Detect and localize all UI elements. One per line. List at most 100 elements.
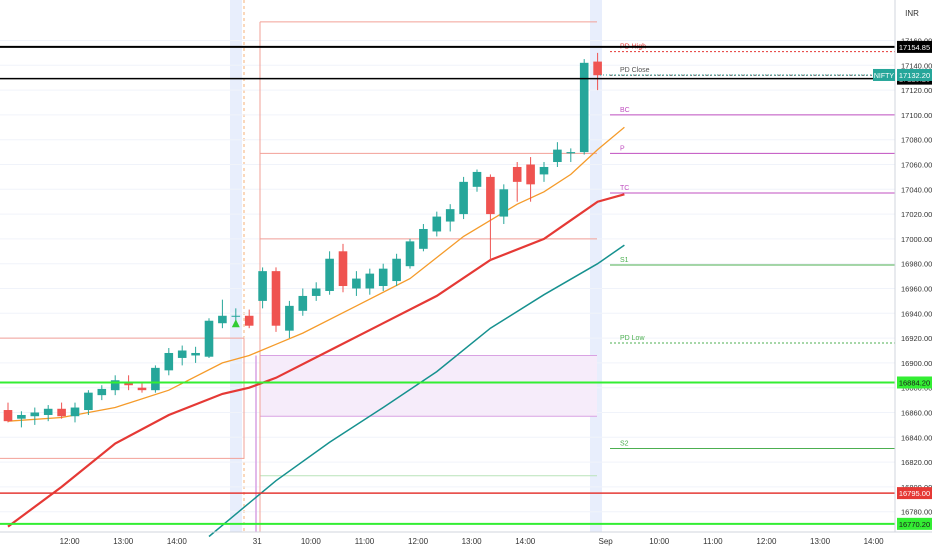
pivot-level-label: P (620, 145, 625, 152)
candle-body[interactable] (3, 410, 13, 422)
time-axis[interactable]: 12:00 13:00 14:00 31 10:00 11:00 12:00 13:00 14:… (60, 537, 885, 546)
candle-body[interactable] (311, 288, 321, 296)
x-tick-label: 13:00 (462, 537, 483, 546)
session-bands (230, 0, 602, 532)
candle-body[interactable] (84, 392, 93, 411)
candle-body[interactable] (204, 320, 214, 357)
candle-body[interactable] (137, 387, 147, 391)
candle-body[interactable] (512, 166, 522, 182)
candle-body[interactable] (338, 251, 348, 287)
candle-body[interactable] (566, 152, 576, 154)
y-tick-label: 16820.00 (901, 458, 932, 467)
x-tick-label: 14:00 (167, 537, 188, 546)
y-tick-label: 16860.00 (901, 409, 932, 418)
y-tick-label: 16780.00 (901, 508, 932, 517)
candle-body[interactable] (218, 315, 227, 324)
candles[interactable] (3, 52, 602, 428)
candle-body[interactable] (124, 382, 133, 386)
y-tick-label: 17020.00 (901, 210, 932, 219)
pivot-level-label: PD Close (620, 67, 650, 74)
pivot-level-label: S2 (620, 440, 629, 447)
x-tick-label: 12:00 (60, 537, 81, 546)
candle-body[interactable] (378, 268, 388, 287)
x-tick-label: 12:00 (408, 537, 429, 546)
x-tick-label: 31 (253, 537, 262, 546)
candle-body[interactable] (271, 271, 281, 326)
pivot-level-label: PD Low (620, 335, 645, 342)
x-tick-label: 13:00 (810, 537, 831, 546)
candle-body[interactable] (43, 408, 53, 415)
signal-markers (231, 319, 240, 328)
y-tick-label: 17120.00 (901, 86, 932, 95)
y-tick-label: 16920.00 (901, 334, 932, 343)
candle-body[interactable] (486, 176, 495, 215)
candle-body[interactable] (579, 62, 589, 153)
candle-body[interactable] (231, 315, 241, 317)
candle-body[interactable] (258, 271, 267, 301)
x-tick-label: 12:00 (756, 537, 777, 546)
last-price-tag (897, 68, 932, 81)
x-tick-label: 11:00 (703, 537, 723, 546)
ema-slow-line (208, 244, 625, 538)
candle-body[interactable] (285, 305, 294, 331)
ema-fast-line (7, 126, 625, 422)
candle-body[interactable] (553, 149, 562, 163)
y-tick-label: 17080.00 (901, 136, 932, 145)
price-tag (897, 487, 932, 500)
candle-body[interactable] (365, 273, 375, 289)
candle-body[interactable] (325, 258, 334, 291)
buy-signal-triangle-icon (231, 319, 240, 328)
moving-averages (7, 126, 625, 538)
candle-body[interactable] (593, 61, 602, 76)
y-tick-label: 17100.00 (901, 111, 932, 120)
candle-body[interactable] (472, 171, 482, 187)
price-tags: 17154.8517129.2516884.2016795.0016770.20… (873, 40, 932, 530)
candle-body[interactable] (445, 209, 455, 222)
candle-body[interactable] (151, 367, 160, 391)
y-tick-label: 16960.00 (901, 285, 932, 294)
session-band (230, 0, 242, 532)
price-tag-label: 17154.85 (899, 43, 930, 52)
candle-body[interactable] (57, 408, 66, 417)
candle-body[interactable] (526, 164, 535, 185)
x-tick-label: 10:00 (301, 537, 322, 546)
price-tag-label: 16795.00 (899, 489, 930, 498)
candle-body[interactable] (70, 407, 80, 417)
candle-body[interactable] (177, 350, 187, 358)
candle-body[interactable] (405, 241, 415, 267)
y-tick-label: 17060.00 (901, 161, 932, 170)
candle-body[interactable] (499, 189, 509, 217)
y-tick-label: 16840.00 (901, 433, 932, 442)
candle-body[interactable] (244, 315, 254, 326)
y-tick-label: 16900.00 (901, 359, 932, 368)
session-band (590, 0, 602, 532)
cpr-band (260, 355, 597, 417)
x-tick-label: 11:00 (355, 537, 375, 546)
candle-body[interactable] (110, 380, 120, 391)
candle-body[interactable] (352, 278, 361, 289)
candle-body[interactable] (164, 352, 174, 371)
candle-body[interactable] (30, 412, 40, 417)
x-tick-label: Sep (599, 537, 614, 546)
x-tick-label: 10:00 (649, 537, 670, 546)
candle-body[interactable] (97, 388, 107, 396)
candle-body[interactable] (191, 352, 200, 356)
x-tick-label: 14:00 (864, 537, 885, 546)
candle-body[interactable] (298, 295, 308, 311)
pivot-level-label: TC (620, 185, 629, 192)
price-tag (897, 40, 932, 53)
candle-body[interactable] (432, 216, 442, 232)
ema-mid-line (7, 193, 625, 528)
candle-body[interactable] (419, 228, 428, 249)
candle-body[interactable] (459, 181, 468, 215)
horizontal-lines[interactable] (0, 45, 895, 525)
x-tick-label: 13:00 (113, 537, 134, 546)
candle-body[interactable] (392, 258, 401, 282)
candle-body[interactable] (539, 166, 549, 175)
price-tag (897, 376, 932, 389)
pivot-level-label: BC (620, 107, 630, 114)
candle-body[interactable] (17, 414, 26, 419)
